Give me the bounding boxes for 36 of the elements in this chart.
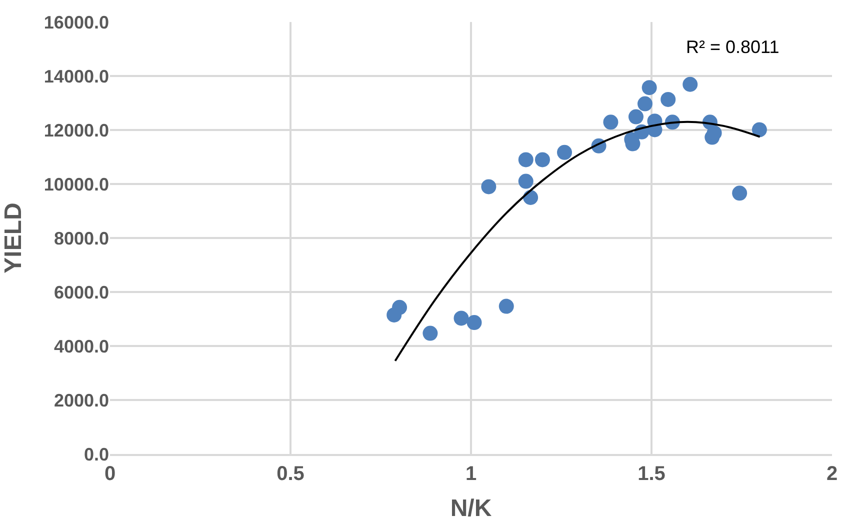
- y-tick-label: 12000.0: [44, 120, 109, 140]
- point: [422, 326, 438, 341]
- x-tick-label: 1.5: [638, 463, 666, 485]
- point: [518, 152, 534, 168]
- point: [466, 315, 482, 330]
- point: [628, 109, 644, 124]
- y-tick-label: 0.0: [84, 444, 109, 464]
- x-tick-label: 2: [826, 463, 838, 485]
- point: [706, 125, 722, 140]
- point: [518, 174, 534, 189]
- point: [534, 152, 550, 168]
- point: [557, 144, 572, 160]
- point: [752, 122, 767, 138]
- annotation: R² = 0.8011: [686, 37, 780, 57]
- point: [732, 186, 748, 201]
- y-tick-label: 6000.0: [54, 282, 109, 302]
- point: [660, 92, 676, 107]
- y-tick-label: 14000.0: [44, 66, 109, 86]
- point: [392, 300, 408, 315]
- point: [682, 76, 698, 92]
- y-axis-title: YIELD: [0, 202, 28, 274]
- y-tick-label: 8000.0: [54, 228, 109, 248]
- x-tick-label: 1: [465, 463, 477, 485]
- point: [454, 310, 469, 326]
- x-tick-label: 0.5: [276, 463, 304, 485]
- x-tick-label: 0: [104, 463, 116, 485]
- point: [603, 114, 618, 130]
- y-tick-label: 2000.0: [54, 390, 109, 410]
- y-tick-label: 16000.0: [44, 12, 109, 32]
- point: [638, 96, 652, 112]
- x-axis-title: N/K: [450, 494, 492, 522]
- point: [481, 179, 496, 194]
- point: [498, 298, 514, 314]
- y-tick-label: 10000.0: [44, 174, 109, 194]
- y-tick-label: 4000.0: [54, 336, 109, 356]
- point: [642, 80, 657, 96]
